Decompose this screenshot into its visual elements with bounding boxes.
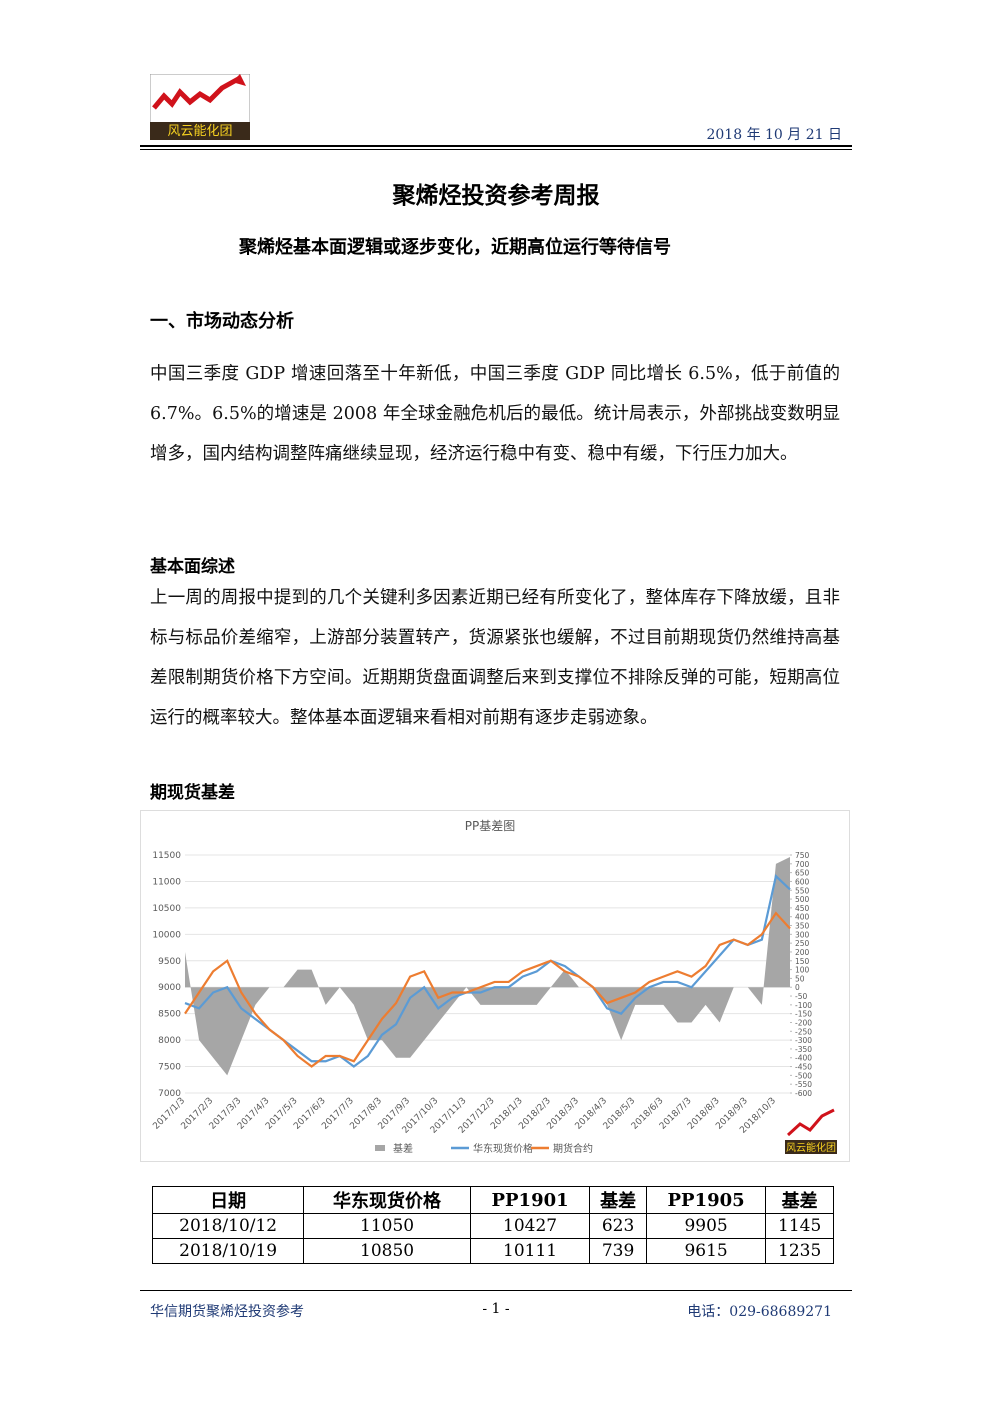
y2-tick-label: 450 <box>795 904 810 913</box>
heading: 一、市场动态分析 <box>150 311 294 332</box>
y-tick-label: 11000 <box>152 877 181 887</box>
y2-tick-label: 150 <box>795 957 810 966</box>
y2-tick-label: 650 <box>795 869 810 878</box>
y-tick-label: 9500 <box>158 957 181 967</box>
y2-tick-label: 700 <box>795 860 810 869</box>
subtitle: 聚烯烃基本面逻辑或逐步变化，近期高位运行等待信号 <box>239 237 671 258</box>
y2-tick-label: 500 <box>795 895 810 904</box>
title: 聚烯烃投资参考周报 <box>392 183 600 209</box>
y2-tick-label: -250 <box>795 1027 812 1036</box>
y2-tick-label: -300 <box>795 1036 812 1045</box>
footer-right: 电话：029-68689271 <box>687 1304 832 1320</box>
y-tick-label: 10500 <box>152 904 181 914</box>
logo: 风云能化团 <box>150 74 250 140</box>
header-cell: PP1905 <box>645 1186 767 1214</box>
heading: 基本面综述 <box>150 557 235 577</box>
y2-tick-label: -100 <box>795 1001 812 1010</box>
cell: 2018/10/12 <box>151 1213 305 1239</box>
y-tick-label: 8000 <box>158 1036 181 1046</box>
chart-logo: 风云能化团 <box>785 1108 837 1154</box>
series-line <box>184 911 791 1068</box>
paragraph: 上一周的周报中提到的几个关键利多因素近期已经有所变化了，整体库存下降放缓，且非标… <box>150 588 840 728</box>
cell: 1145 <box>765 1213 834 1239</box>
header-cell: 基差 <box>765 1186 834 1214</box>
y-tick-label: 7500 <box>158 1063 181 1073</box>
y2-tick-label: 0 <box>795 983 800 992</box>
table-row: 2018/10/12 11050 10427 623 9905 1145 <box>151 1213 834 1239</box>
y2-tick-label: 300 <box>795 930 810 939</box>
table-row: 2018/10/19 10850 10111 739 9615 1235 <box>151 1238 834 1264</box>
header-rule <box>140 145 852 150</box>
y-tick-label: 10000 <box>152 930 181 940</box>
y-tick-label: 9000 <box>158 983 181 993</box>
cell: 11050 <box>303 1213 471 1239</box>
y2-tick-label: -400 <box>795 1054 812 1063</box>
table: 日期 华东现货价格 PP1901 基差 PP1905 基差 2018/10/12 11050 1… <box>151 1186 834 1264</box>
footer-rule <box>140 1290 852 1291</box>
cell: 1235 <box>765 1238 834 1264</box>
chart: PP基差图 风云能化团 7000750080008500900095001000… <box>140 810 850 1162</box>
cell: 9905 <box>645 1213 767 1239</box>
cell: 623 <box>589 1213 647 1239</box>
date: 2018 年 10 月 21 日 <box>706 127 842 143</box>
y2-tick-label: 600 <box>795 877 810 886</box>
y2-tick-label: 350 <box>795 922 810 931</box>
y2-tick-label: -500 <box>795 1071 812 1080</box>
paragraph: 中国三季度 GDP 增速回落至十年新低，中国三季度 GDP 同比增长 6.5%，… <box>150 364 840 464</box>
y2-tick-label: 50 <box>795 974 805 983</box>
y2-tick-label: -550 <box>795 1080 812 1089</box>
y-tick-label: 11500 <box>152 851 181 861</box>
y2-tick-label: 100 <box>795 966 810 975</box>
y2-tick-label: 750 <box>795 851 810 860</box>
y-tick-label: 8500 <box>158 1010 181 1020</box>
footer-left: 华信期货聚烯烃投资参考 <box>150 1304 304 1320</box>
legend-label: 基差 <box>393 1142 413 1155</box>
y2-tick-label: 200 <box>795 948 810 957</box>
y2-tick-label: 550 <box>795 886 810 895</box>
cell: 2018/10/19 <box>151 1238 305 1264</box>
legend-label: 华东现货价格 <box>473 1142 533 1155</box>
y2-tick-label: 400 <box>795 913 810 922</box>
logo-text: 风云能化团 <box>786 1141 836 1154</box>
header-cell: PP1901 <box>469 1186 591 1214</box>
cell: 10427 <box>469 1213 591 1239</box>
y2-tick-label: -600 <box>795 1089 812 1098</box>
header-cell: 日期 <box>151 1186 305 1214</box>
legend-label: 期货合约 <box>553 1142 593 1155</box>
header-cell: 基差 <box>589 1186 647 1214</box>
y2-tick-label: 250 <box>795 939 810 948</box>
page-number: - 1 - <box>482 1301 510 1317</box>
cell: 10850 <box>303 1238 471 1264</box>
cell: 739 <box>589 1238 647 1264</box>
table-header: 日期 华东现货价格 PP1901 基差 PP1905 基差 <box>151 1186 834 1214</box>
logo-text: 风云能化团 <box>167 124 232 139</box>
cell: 9615 <box>645 1238 767 1264</box>
y-tick-label: 7000 <box>158 1089 181 1099</box>
cell: 10111 <box>469 1238 591 1264</box>
header-cell: 华东现货价格 <box>303 1186 471 1214</box>
y2-tick-label: -50 <box>795 992 807 1001</box>
y2-tick-label: -350 <box>795 1045 812 1054</box>
y2-tick-label: -200 <box>795 1018 812 1027</box>
chart-title: PP基差图 <box>465 819 515 833</box>
heading: 期现货基差 <box>150 783 235 803</box>
y2-tick-label: -150 <box>795 1010 812 1019</box>
legend-swatch <box>375 1145 385 1151</box>
y2-tick-label: -450 <box>795 1063 812 1072</box>
